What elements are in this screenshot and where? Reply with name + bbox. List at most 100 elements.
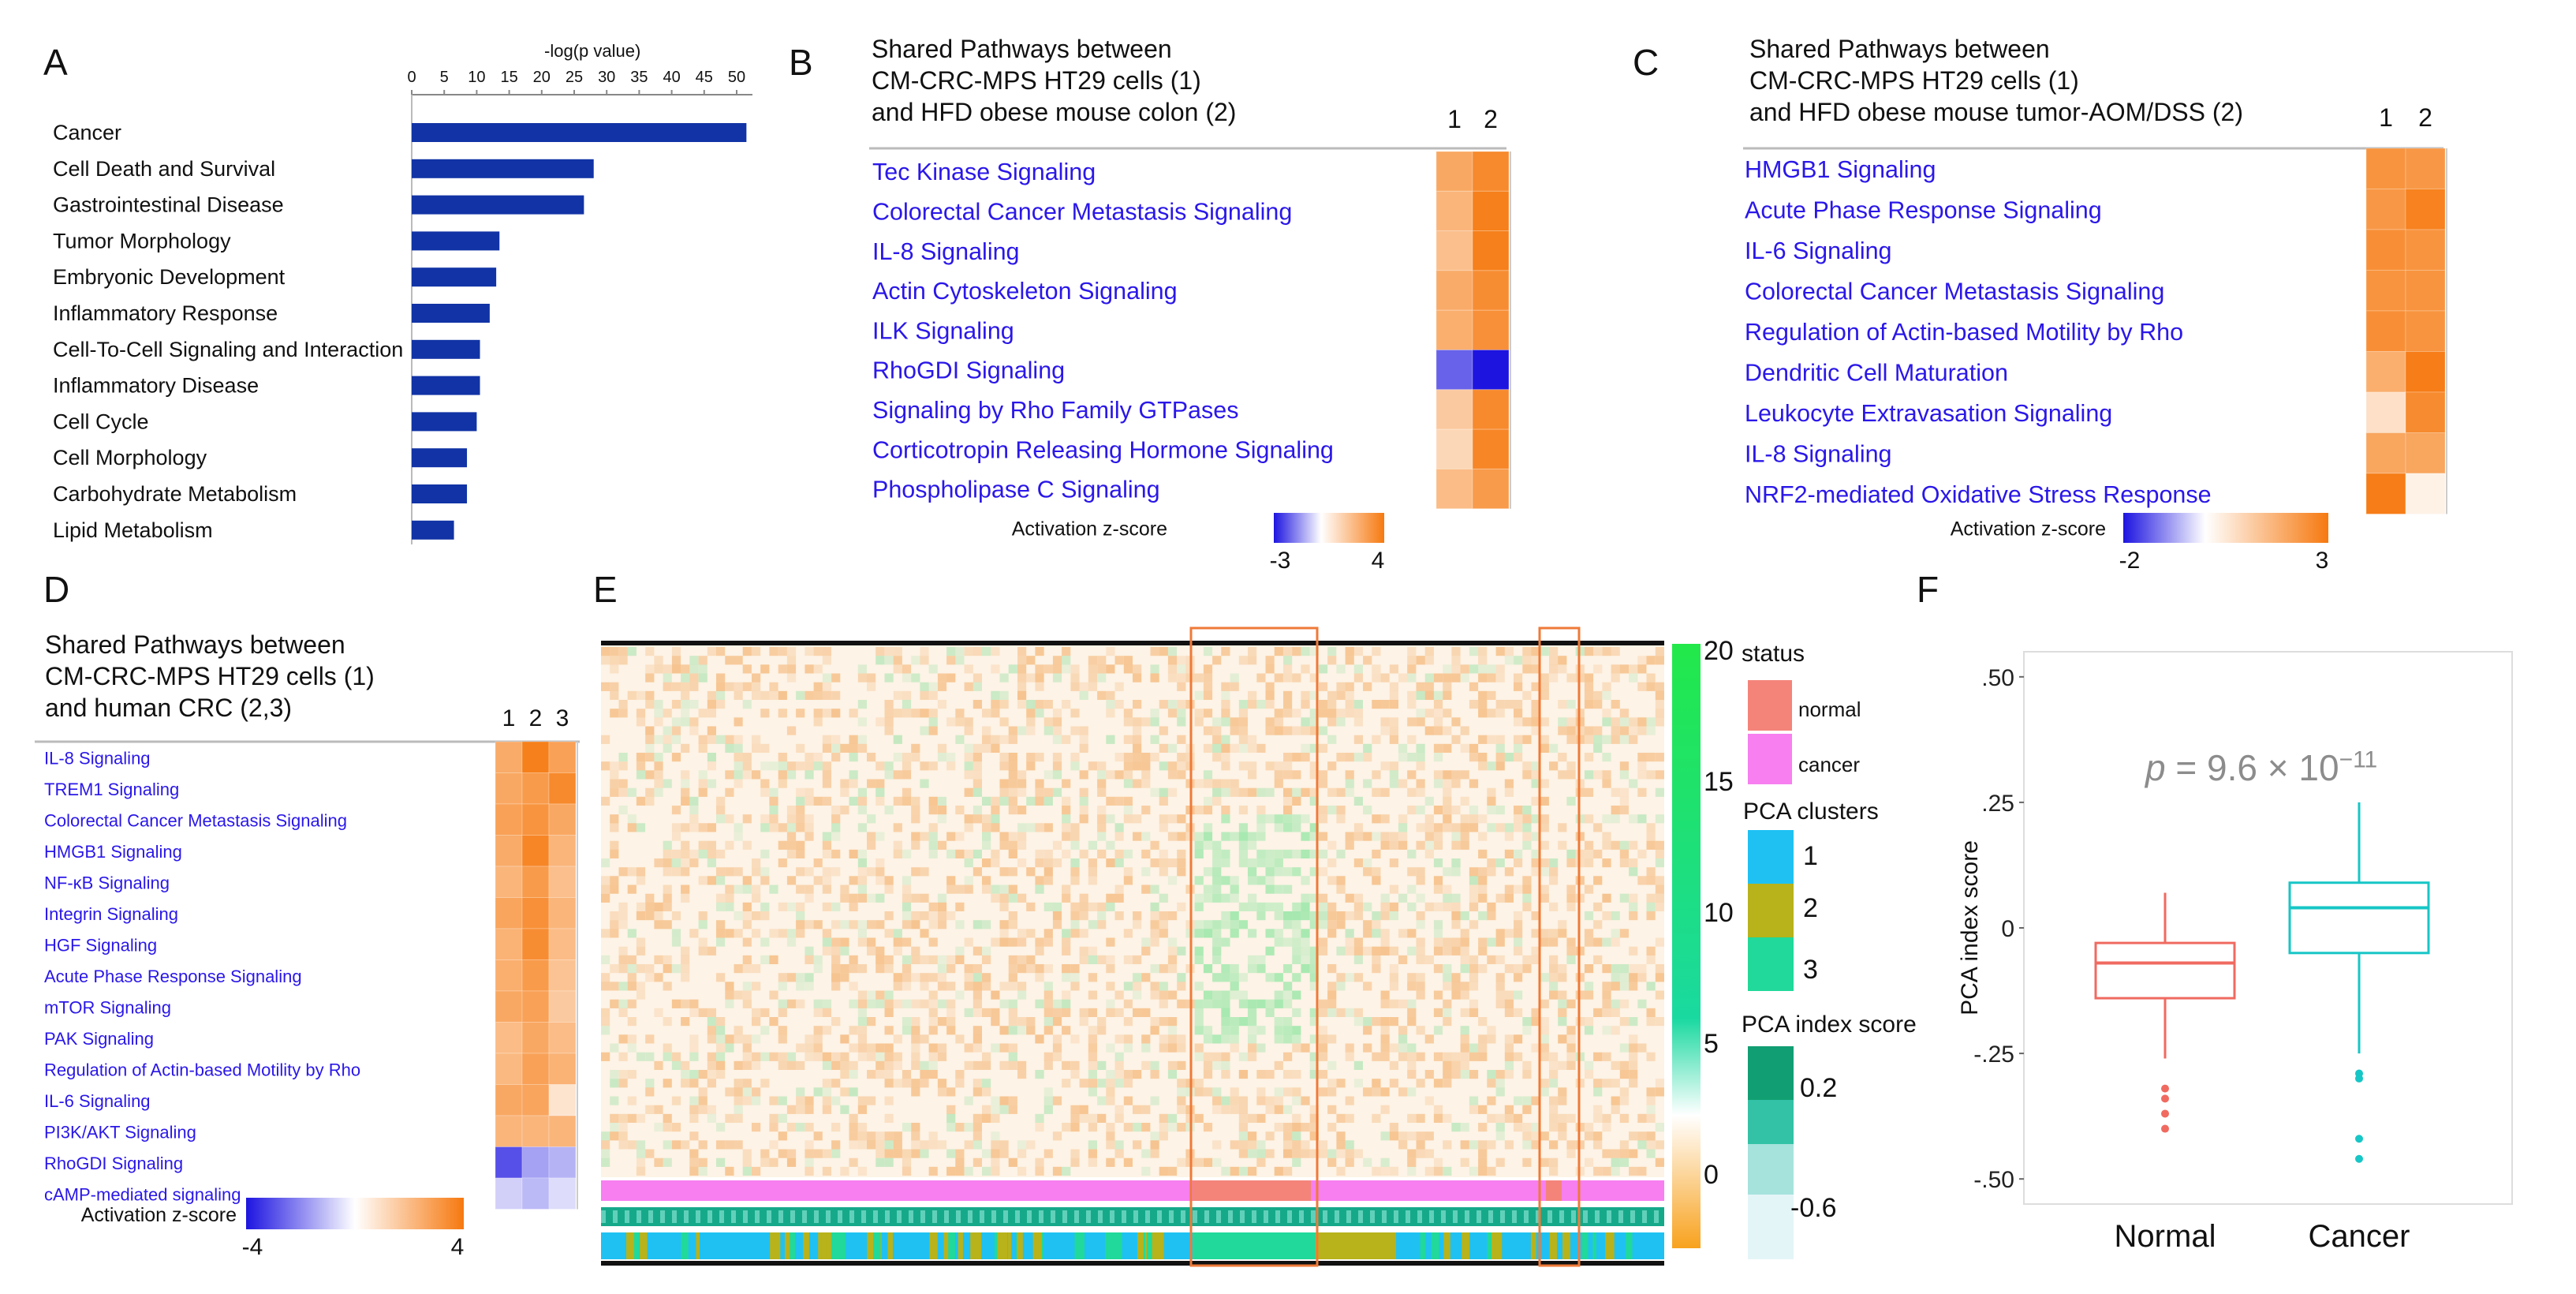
heatmap-cell bbox=[654, 1157, 663, 1167]
panel-d-column-label: 1 bbox=[502, 705, 516, 731]
heatmap-cell bbox=[1407, 999, 1417, 1008]
heatmap-cell bbox=[1150, 964, 1159, 974]
heatmap-cell bbox=[1097, 1096, 1107, 1105]
heatmap-cell bbox=[884, 876, 894, 885]
heatmap-cell bbox=[1026, 1140, 1036, 1150]
heatmap-cell bbox=[1212, 779, 1222, 788]
heatmap-cell bbox=[1283, 814, 1293, 824]
heatmap-cell bbox=[893, 753, 902, 762]
heatmap-cell bbox=[1292, 1123, 1301, 1132]
heatmap-cell bbox=[1043, 1017, 1053, 1027]
heatmap-cell bbox=[1514, 884, 1523, 894]
heatmap-cell bbox=[937, 682, 947, 691]
heatmap-cell bbox=[893, 647, 902, 656]
heatmap-cell bbox=[946, 955, 956, 964]
heatmap-cell bbox=[813, 876, 823, 885]
heatmap-cell bbox=[1052, 1043, 1062, 1053]
heatmap-cell bbox=[1203, 673, 1213, 683]
heatmap-cell bbox=[1008, 973, 1017, 982]
heatmap-cell bbox=[955, 709, 965, 718]
heatmap-cell bbox=[840, 787, 849, 797]
heatmap-cell bbox=[1017, 690, 1027, 700]
panel-b-column-label: 1 bbox=[1447, 105, 1462, 133]
heatmap-cell bbox=[1256, 902, 1266, 911]
heatmap-cell bbox=[1106, 709, 1115, 718]
heatmap-cell bbox=[1123, 955, 1133, 964]
heatmap-cell bbox=[911, 1149, 920, 1158]
heatmap-cell bbox=[1416, 806, 1425, 815]
heatmap-cell bbox=[1451, 806, 1461, 815]
heatmap-cell bbox=[1318, 832, 1328, 841]
heatmap-cell bbox=[1363, 1043, 1372, 1053]
heatmap-cell bbox=[831, 1096, 841, 1105]
heatmap-cell bbox=[1159, 1113, 1168, 1123]
heatmap-cell bbox=[937, 753, 947, 762]
heatmap-cell bbox=[1265, 902, 1275, 911]
heatmap-cell bbox=[742, 664, 752, 674]
heatmap-cell bbox=[707, 1113, 716, 1123]
panel-b-heat-cell bbox=[1472, 309, 1510, 351]
heatmap-cell bbox=[610, 929, 619, 938]
heatmap-cell bbox=[698, 743, 707, 753]
panel-c-heat-cell bbox=[2405, 189, 2446, 230]
heatmap-cell bbox=[911, 1043, 920, 1053]
heatmap-cell bbox=[786, 1060, 797, 1070]
heatmap-cell bbox=[654, 920, 663, 929]
heatmap-cell bbox=[867, 867, 876, 877]
heatmap-cell bbox=[964, 1096, 973, 1105]
heatmap-cell bbox=[1424, 832, 1434, 841]
heatmap-cell bbox=[707, 753, 716, 762]
heatmap-cell bbox=[742, 990, 752, 1000]
heatmap-cell bbox=[1070, 1113, 1080, 1123]
heatmap-cell bbox=[1017, 929, 1027, 938]
heatmap-cell bbox=[1256, 814, 1266, 824]
heatmap-cell bbox=[601, 1052, 610, 1061]
heatmap-cell bbox=[857, 893, 867, 903]
heatmap-cell bbox=[884, 1140, 894, 1150]
heatmap-cell bbox=[1558, 726, 1567, 735]
heatmap-cell bbox=[1531, 726, 1540, 735]
heatmap-cell bbox=[601, 796, 610, 806]
heatmap-cell bbox=[645, 743, 655, 753]
heatmap-cell bbox=[681, 796, 690, 806]
heatmap-cell bbox=[1460, 1034, 1469, 1044]
heatmap-cell bbox=[1514, 849, 1523, 858]
heatmap-cell bbox=[1336, 717, 1346, 727]
heatmap-cell bbox=[1088, 990, 1097, 1000]
heatmap-cell bbox=[627, 999, 637, 1008]
heatmap-cell bbox=[1026, 726, 1036, 735]
heatmap-cell bbox=[1062, 1123, 1071, 1132]
heatmap-cell bbox=[1133, 1123, 1142, 1132]
heatmap-cell bbox=[991, 647, 1000, 656]
heatmap-cell bbox=[1372, 911, 1381, 921]
heatmap-cell bbox=[1460, 770, 1469, 780]
heatmap-cell bbox=[1469, 814, 1479, 824]
heatmap-cell bbox=[982, 709, 991, 718]
heatmap-cell bbox=[1177, 682, 1186, 691]
heatmap-cell bbox=[1460, 1070, 1469, 1079]
heatmap-cell bbox=[1566, 946, 1576, 956]
heatmap-cell bbox=[1504, 700, 1514, 709]
heatmap-cell bbox=[618, 753, 628, 762]
heatmap-cell bbox=[911, 920, 920, 929]
heatmap-cell bbox=[1478, 884, 1488, 894]
heatmap-cell bbox=[1035, 1123, 1044, 1132]
heatmap-cell bbox=[1531, 1131, 1540, 1141]
heatmap-cell bbox=[1460, 1060, 1469, 1070]
heatmap-cell bbox=[1177, 814, 1186, 824]
heatmap-cell bbox=[618, 1079, 628, 1088]
heatmap-cell bbox=[884, 1052, 894, 1061]
heatmap-cell bbox=[1256, 700, 1266, 709]
heatmap-cell bbox=[1372, 770, 1381, 780]
heatmap-cell bbox=[1531, 796, 1540, 806]
heatmap-cell bbox=[796, 840, 805, 850]
heatmap-cell bbox=[1301, 1149, 1310, 1158]
panel-d-heat-cell bbox=[495, 1177, 523, 1210]
heatmap-cell bbox=[955, 902, 965, 911]
heatmap-cell bbox=[636, 717, 646, 727]
heatmap-cell bbox=[1035, 1070, 1044, 1079]
heatmap-cell bbox=[627, 1034, 637, 1044]
heatmap-cell bbox=[946, 1113, 956, 1123]
heatmap-cell bbox=[1309, 709, 1319, 718]
heatmap-cell bbox=[689, 700, 699, 709]
